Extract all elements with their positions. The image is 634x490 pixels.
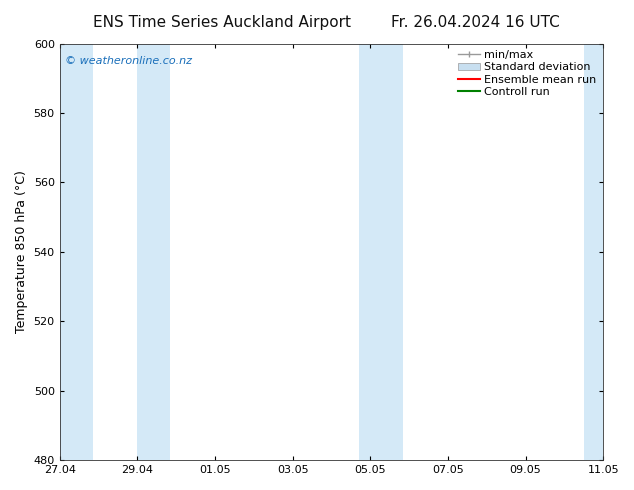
Bar [138, 44, 171, 460]
Text: © weatheronline.co.nz: © weatheronline.co.nz [65, 56, 192, 66]
Bar [359, 44, 403, 460]
Text: ENS Time Series Auckland Airport: ENS Time Series Auckland Airport [93, 15, 351, 30]
Legend: min/max, Standard deviation, Ensemble mean run, Controll run: min/max, Standard deviation, Ensemble me… [455, 47, 600, 100]
Bar [60, 44, 93, 460]
Bar [584, 44, 603, 460]
Y-axis label: Temperature 850 hPa (°C): Temperature 850 hPa (°C) [15, 171, 28, 333]
Text: Fr. 26.04.2024 16 UTC: Fr. 26.04.2024 16 UTC [391, 15, 560, 30]
